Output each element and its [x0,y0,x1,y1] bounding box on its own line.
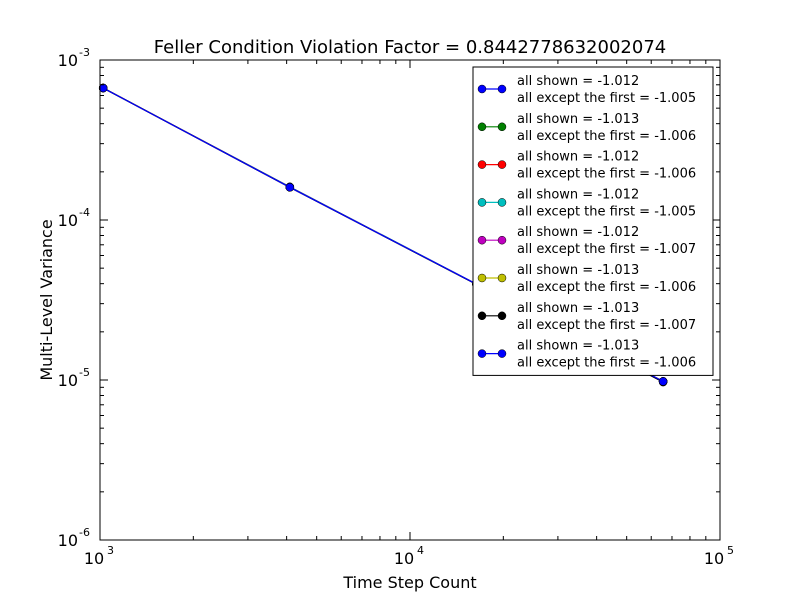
data-point [98,83,108,93]
legend-entry: all shown = -1.013 all except the first =… [477,112,696,144]
legend-label-line1: all shown = -1.012 [517,187,639,202]
legend-label-line1: all shown = -1.013 [517,339,639,354]
legend-entry: all shown = -1.012 all except the first =… [477,187,696,219]
legend-label-line1: all shown = -1.012 [517,74,639,89]
legend-marker [477,198,487,207]
legend-marker [477,84,487,94]
legend-marker [477,122,487,132]
legend-entry: all shown = -1.012 all except the first =… [477,74,696,106]
legend-frame [472,66,714,376]
legend-marker [477,160,487,169]
legend-label-line2: all except the first = -1.007 [517,242,696,257]
y-tick-label-exponent: -4 [79,206,90,219]
legend-marker [477,273,487,283]
legend-label-line1: all shown = -1.012 [517,150,639,165]
legend-label-line2: all except the first = -1.006 [517,129,696,144]
legend-entry: all shown = -1.013 all except the first =… [477,263,696,295]
legend-marker [497,349,507,358]
x-tick-label: 10 [84,549,104,568]
x-tick-label-exponent: 3 [107,544,114,557]
legend-entry: all shown = -1.012 all except the first =… [477,150,696,182]
legend: all shown = -1.012 all except the first =… [472,66,714,376]
y-tick-label-exponent: -6 [79,526,90,539]
y-axis-label: Multi-Level Variance [37,219,56,380]
legend-marker [477,311,487,321]
x-tick-label-exponent: 4 [417,544,424,557]
legend-label-line2: all except the first = -1.006 [517,167,696,182]
legend-label-line2: all except the first = -1.006 [517,280,696,295]
legend-marker [497,311,507,321]
x-tick-label-exponent: 5 [727,544,734,557]
legend-entry: all shown = -1.012 all except the first =… [477,225,696,257]
y-tick-label: 10 [58,51,78,70]
legend-label-line1: all shown = -1.013 [517,112,639,127]
legend-marker [497,122,507,132]
legend-entry: all shown = -1.013 all except the first =… [477,301,696,333]
ticks-group: 10 3 10 4 10 510 -610 -510 -410 -3 [58,46,734,568]
legend-label-line1: all shown = -1.012 [517,225,639,240]
y-tick-label: 10 [58,211,78,230]
x-tick-label: 10 [394,549,414,568]
legend-marker [497,160,507,169]
data-point [658,377,668,386]
legend-entry: all shown = -1.013 all except the first =… [477,339,696,371]
legend-marker [477,235,487,245]
legend-label-line1: all shown = -1.013 [517,301,639,316]
y-tick-label-exponent: -3 [79,46,90,59]
y-tick-label-exponent: -5 [79,366,90,379]
legend-label-line2: all except the first = -1.005 [517,204,696,219]
legend-marker [477,349,487,358]
legend-marker [497,273,507,283]
legend-label-line2: all except the first = -1.005 [517,91,696,106]
y-tick-label: 10 [58,371,78,390]
legend-marker [497,235,507,245]
legend-marker [497,84,507,94]
x-tick-label: 10 [704,549,724,568]
legend-label-line1: all shown = -1.013 [517,263,639,278]
legend-label-line2: all except the first = -1.007 [517,318,696,333]
x-axis-label: Time Step Count [342,573,476,592]
legend-marker [497,198,507,207]
y-tick-label: 10 [58,531,78,550]
chart-title: Feller Condition Violation Factor = 0.84… [154,37,666,58]
data-point [285,183,295,192]
legend-label-line2: all except the first = -1.006 [517,356,696,371]
